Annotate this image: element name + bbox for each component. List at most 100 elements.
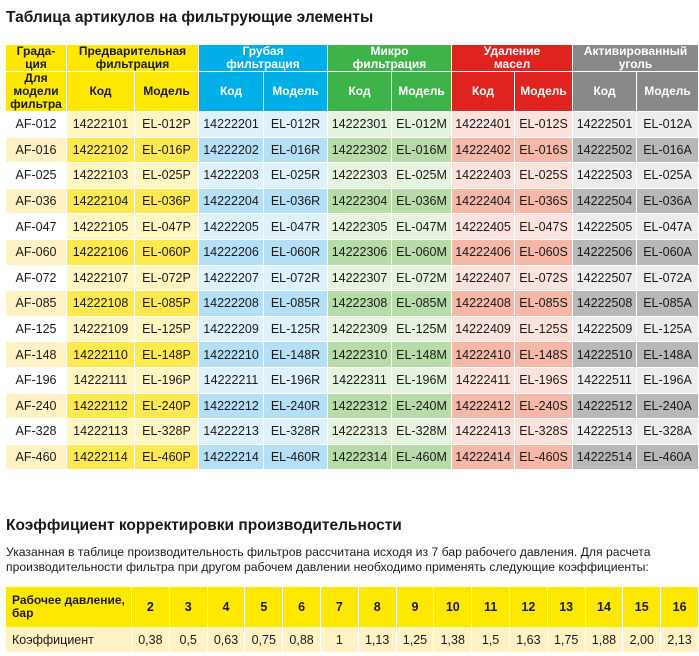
- coefficient-value: 0,75: [245, 627, 284, 652]
- model-cell: EL-036R: [264, 188, 329, 215]
- coefficient-value: 1,25: [396, 627, 435, 652]
- coefficient-value: 2,00: [623, 627, 662, 652]
- header-oil-removal: Удаление масел: [452, 45, 574, 72]
- table-row: AF-047 14222105 EL-047P 14222205 EL-047R 1422…: [6, 214, 699, 240]
- table-row: AF-460 14222114 EL-460P 14222214 EL-460R 1422…: [6, 444, 699, 471]
- header-gradation: Града- ция: [6, 45, 67, 72]
- code-cell: 14222110: [67, 342, 135, 368]
- coefficient-value: 0,5: [169, 627, 208, 652]
- pressure-value: 10: [434, 587, 473, 627]
- model-cell: EL-025S: [515, 163, 574, 189]
- model-cell: EL-125R: [264, 316, 329, 343]
- code-cell: 14222105: [67, 214, 135, 240]
- pressure-value: 16: [661, 587, 699, 627]
- code-cell: 14222213: [199, 419, 265, 445]
- code-cell: 14222509: [573, 316, 638, 343]
- model-cell: EL-328R: [264, 419, 329, 445]
- model-cell: EL-072R: [264, 265, 329, 292]
- model-cell: EL-240A: [637, 393, 699, 420]
- code-cell: 14222313: [328, 419, 393, 445]
- pressure-value: 3: [169, 587, 208, 627]
- gradation-cell: AF-240: [6, 393, 67, 420]
- code-cell: 14222212: [199, 393, 265, 420]
- model-cell: EL-196S: [515, 367, 574, 394]
- code-cell: 14222201: [199, 112, 265, 138]
- coefficient-label: Коэффициент: [6, 627, 132, 652]
- model-cell: EL-012M: [392, 112, 453, 138]
- model-cell: EL-085M: [392, 291, 453, 317]
- gradation-cell: AF-025: [6, 163, 67, 189]
- code-cell: 14222311: [328, 367, 393, 394]
- model-cell: EL-240P: [135, 393, 200, 420]
- model-cell: EL-060M: [392, 239, 453, 266]
- model-cell: EL-240R: [264, 393, 329, 420]
- gradation-cell: AF-047: [6, 214, 67, 240]
- coefficient-value: 0,88: [283, 627, 321, 652]
- header-prefiltration: Предварительная фильтрация: [67, 45, 200, 72]
- gradation-cell: AF-125: [6, 316, 67, 343]
- code-cell: 14222505: [573, 214, 638, 240]
- table-row: AF-328 14222113 EL-328P 14222213 EL-328R 1422…: [6, 419, 699, 445]
- model-cell: EL-085P: [135, 291, 200, 317]
- model-cell: EL-460M: [392, 444, 453, 471]
- code-cell: 14222205: [199, 214, 265, 240]
- subheader-for-model: Для модели фильтра: [6, 72, 67, 112]
- model-cell: EL-460R: [264, 444, 329, 471]
- code-cell: 14222414: [452, 444, 516, 471]
- model-cell: EL-060A: [637, 239, 699, 266]
- model-cell: EL-060R: [264, 239, 329, 266]
- model-cell: EL-036A: [637, 188, 699, 215]
- model-cell: EL-125P: [135, 316, 200, 343]
- code-cell: 14222305: [328, 214, 393, 240]
- code-cell: 14222408: [452, 291, 516, 317]
- code-cell: 14222507: [573, 265, 638, 292]
- code-cell: 14222203: [199, 163, 265, 189]
- model-cell: EL-240M: [392, 393, 453, 420]
- code-cell: 14222407: [452, 265, 516, 292]
- model-cell: EL-148P: [135, 342, 200, 368]
- pressure-value: 2: [132, 587, 170, 627]
- code-cell: 14222401: [452, 112, 516, 138]
- model-cell: EL-328M: [392, 419, 453, 445]
- table-row: AF-025 14222103 EL-025P 14222203 EL-025R 1422…: [6, 163, 699, 189]
- gradation-cell: AF-012: [6, 112, 67, 138]
- model-cell: EL-328A: [637, 419, 699, 445]
- pressure-value: 11: [472, 587, 510, 627]
- model-cell: EL-012S: [515, 112, 574, 138]
- model-cell: EL-328S: [515, 419, 574, 445]
- pressure-value: 8: [358, 587, 397, 627]
- model-cell: EL-196P: [135, 367, 200, 394]
- subheader-code: Код: [573, 72, 638, 112]
- code-cell: 14222513: [573, 419, 638, 445]
- coef-note: Указанная в таблице производительность ф…: [6, 545, 651, 574]
- subheader-model: Модель: [264, 72, 329, 112]
- model-cell: EL-060P: [135, 239, 200, 266]
- model-cell: EL-125S: [515, 316, 574, 343]
- pressure-value: 5: [245, 587, 284, 627]
- code-cell: 14222206: [199, 239, 265, 266]
- code-cell: 14222412: [452, 393, 516, 420]
- code-cell: 14222312: [328, 393, 393, 420]
- gradation-cell: AF-060: [6, 239, 67, 266]
- model-cell: EL-012P: [135, 112, 200, 138]
- code-cell: 14222111: [67, 367, 135, 394]
- table-row: AF-036 14222104 EL-036P 14222204 EL-036R 1422…: [6, 188, 699, 215]
- code-cell: 14222402: [452, 137, 516, 164]
- coefficient-value: 1,13: [358, 627, 397, 652]
- table-row: AF-016 14222102 EL-016P 14222202 EL-016R 1422…: [6, 137, 699, 164]
- code-cell: 14222409: [452, 316, 516, 343]
- code-cell: 14222209: [199, 316, 265, 343]
- header-coarse-filtration: Грубая фильтрация: [199, 45, 329, 72]
- header-micro-filtration: Микро фильтрация: [328, 45, 453, 72]
- pressure-value: 14: [585, 587, 624, 627]
- code-cell: 14222406: [452, 239, 516, 266]
- code-cell: 14222510: [573, 342, 638, 368]
- coefficient-value: 1,88: [585, 627, 624, 652]
- gradation-cell: AF-148: [6, 342, 67, 368]
- pressure-value: 13: [547, 587, 586, 627]
- model-cell: EL-072S: [515, 265, 574, 292]
- code-cell: 14222104: [67, 188, 135, 215]
- subheader-code: Код: [328, 72, 393, 112]
- model-cell: EL-085R: [264, 291, 329, 317]
- coefficient-value: 2,13: [661, 627, 699, 652]
